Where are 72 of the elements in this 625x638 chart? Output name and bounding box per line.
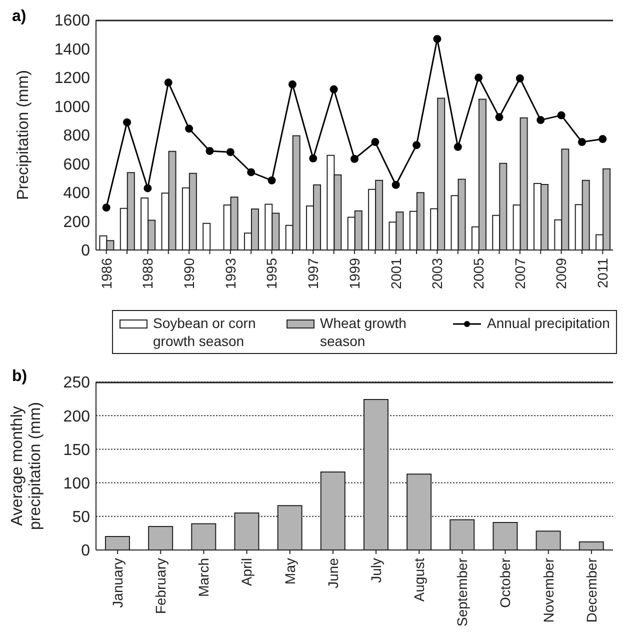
legend-label: Annual precipitation <box>487 314 610 332</box>
y-tick-label: 800 <box>63 128 90 145</box>
point <box>578 138 586 146</box>
point <box>350 154 358 163</box>
point <box>309 154 318 162</box>
point <box>288 80 296 88</box>
x-tick-label: 1997 <box>305 258 322 290</box>
point <box>206 146 214 155</box>
x-tick-label: 2003 <box>429 258 446 290</box>
legend-label: Wheat growth season <box>320 314 408 350</box>
point <box>268 176 276 184</box>
x-tick-label: 1993 <box>222 258 238 290</box>
x-tick-label: September <box>454 558 470 626</box>
y-tick-label: 50 <box>72 509 90 526</box>
y-tick-label: 1000 <box>54 98 90 116</box>
y-tick-label: 250 <box>63 374 90 392</box>
x-tick-label: August <box>411 558 428 602</box>
y-tick-label: 150 <box>63 442 90 459</box>
point <box>185 124 194 133</box>
x-tick-label: 2001 <box>388 258 404 290</box>
point <box>454 142 462 151</box>
point <box>144 184 152 192</box>
legend-label: Soybean or corn growth season <box>153 314 257 350</box>
x-tick-label: 1995 <box>264 258 280 290</box>
x-tick-label: 2011 <box>594 258 611 288</box>
y-tick-label: 400 <box>63 185 90 202</box>
point <box>392 180 400 189</box>
y-axis-title: Average monthly precipitation (mm) <box>9 402 44 530</box>
y-tick-label: 0 <box>81 242 90 260</box>
x-tick-label: March <box>196 558 212 597</box>
x-tick-label: February <box>152 558 169 614</box>
x-tick-label: 2009 <box>553 258 570 290</box>
x-tick-label: May <box>282 558 298 584</box>
point <box>164 78 172 87</box>
point <box>433 34 442 43</box>
x-tick-label: 1990 <box>181 258 197 290</box>
x-tick-label: October <box>497 558 514 608</box>
point <box>102 204 110 212</box>
x-tick-label: 1986 <box>98 258 114 290</box>
x-tick-label: 1999 <box>346 258 362 290</box>
x-tick-label: 2007 <box>512 258 528 290</box>
point <box>474 74 483 82</box>
x-tick-label: 1988 <box>140 258 156 290</box>
point <box>536 116 545 124</box>
x-tick-label: April <box>238 558 255 586</box>
chart-title: a) <box>12 8 26 26</box>
y-tick-label: 200 <box>63 214 90 231</box>
point <box>495 113 504 122</box>
x-tick-label: June <box>324 558 341 588</box>
chart-title: b) <box>12 368 28 386</box>
y-tick-label: 100 <box>63 475 90 492</box>
point <box>123 118 132 126</box>
x-tick-label: January <box>109 558 126 608</box>
point <box>330 85 338 94</box>
x-tick-label: December <box>583 558 600 623</box>
y-tick-label: 1400 <box>54 41 90 58</box>
point <box>516 74 524 82</box>
point <box>557 111 566 120</box>
y-axis-title: Precipitation (mm) <box>15 70 32 200</box>
y-tick-label: 600 <box>63 156 90 174</box>
x-tick-label: July <box>368 558 384 583</box>
point <box>371 138 380 146</box>
point <box>412 141 421 150</box>
point <box>247 168 256 176</box>
point <box>598 135 607 144</box>
x-tick-label: November <box>540 558 556 623</box>
x-tick-label: 2005 <box>470 258 487 290</box>
point <box>226 148 234 156</box>
y-tick-label: 0 <box>81 542 90 560</box>
y-tick-label: 1200 <box>54 70 90 88</box>
y-tick-label: 1600 <box>54 12 90 30</box>
y-tick-label: 200 <box>63 408 90 426</box>
